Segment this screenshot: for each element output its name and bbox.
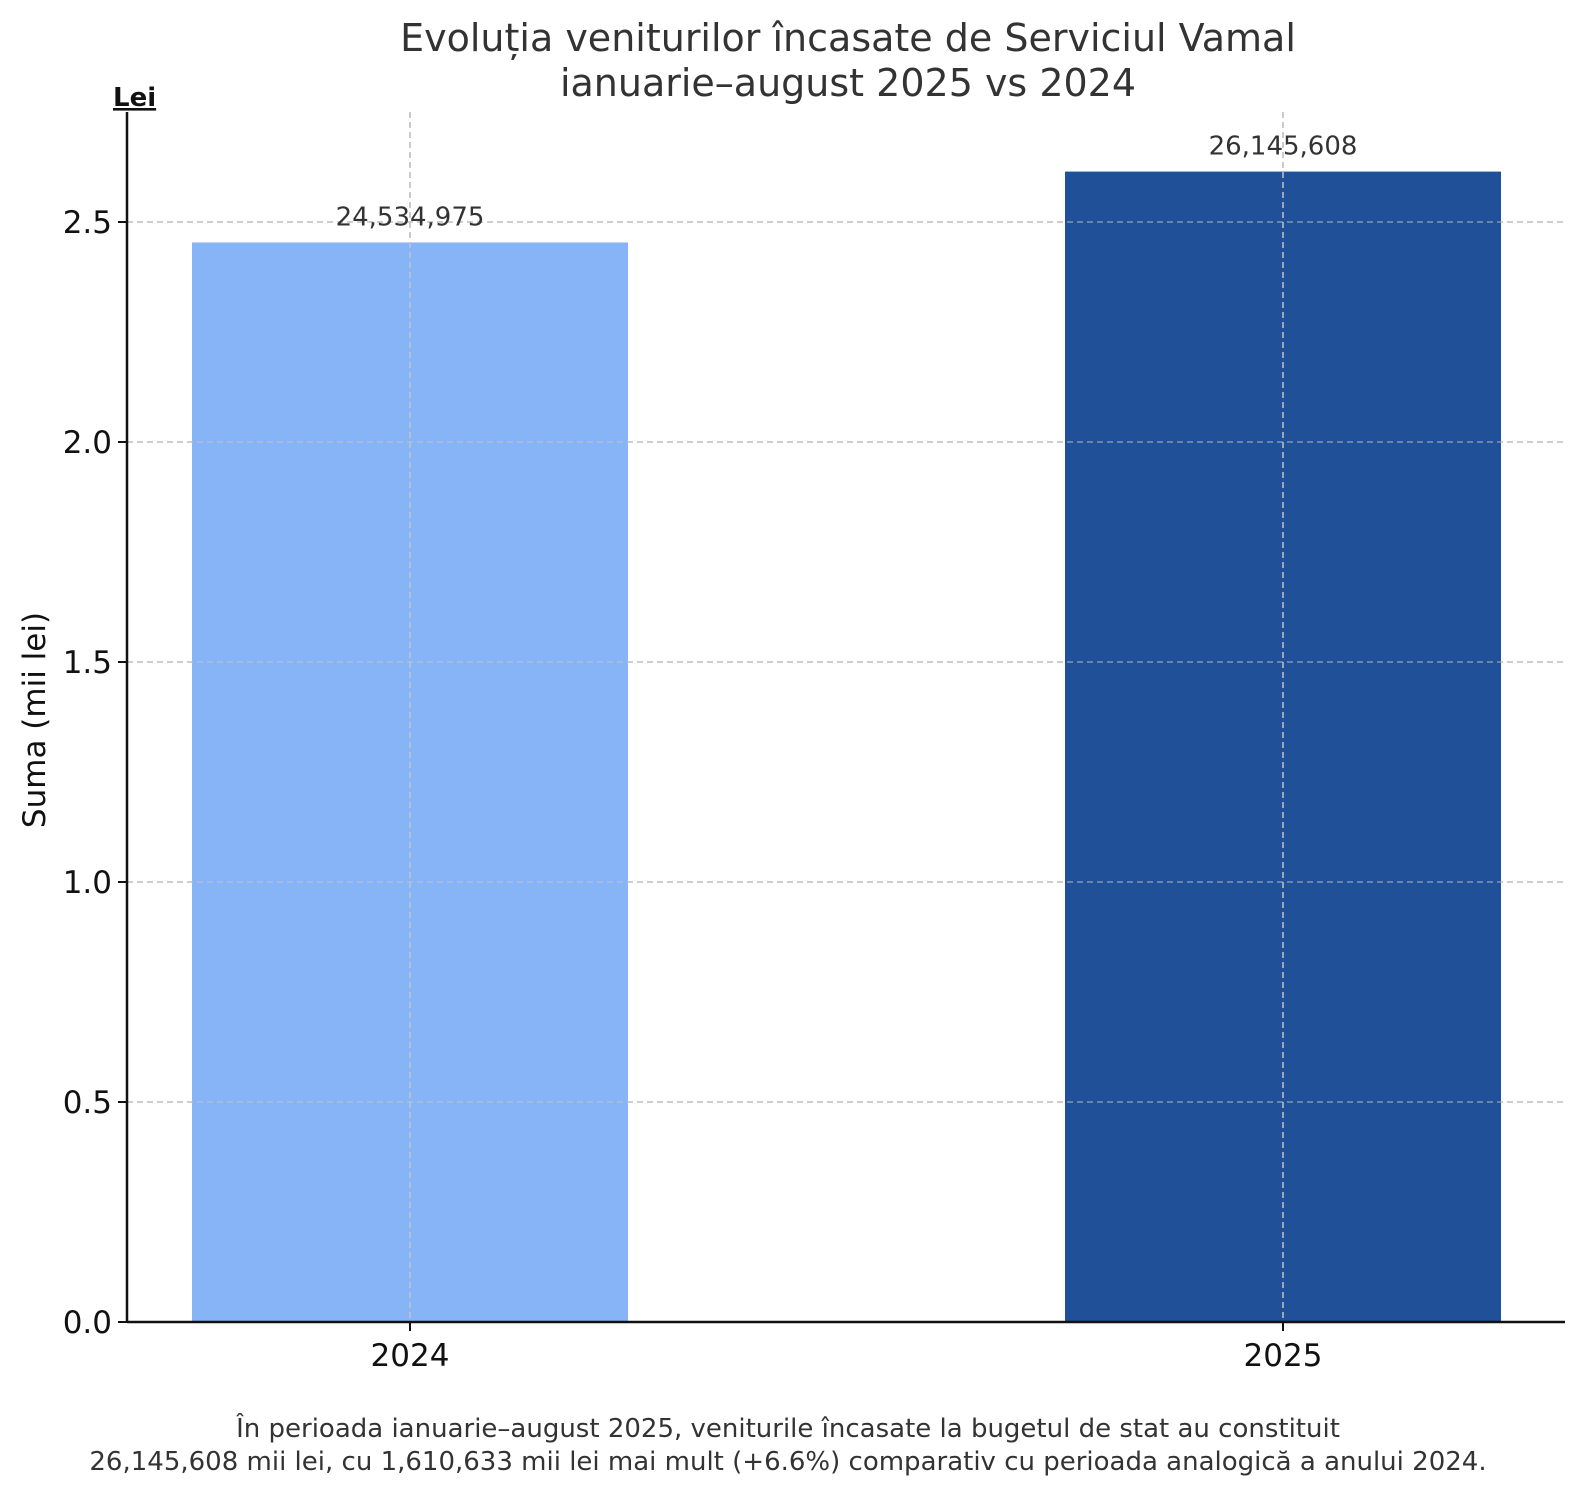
y-ticks: 0.0 0.5 1.0 1.5 2.0 2.5: [63, 205, 127, 1341]
y-tick-label: 2.0: [63, 425, 112, 461]
x-ticks: 2024 2025: [371, 1322, 1323, 1374]
x-tick-label: 2024: [371, 1338, 450, 1374]
chart-title-line-2: ianuarie–august 2025 vs 2024: [560, 61, 1136, 105]
data-label: 26,145,608: [1209, 132, 1358, 162]
y-tick-label: 1.0: [63, 865, 112, 901]
data-labels: 24,534,975 26,145,608: [336, 132, 1358, 233]
footnote-line-1: În perioada ianuarie–august 2025, venitu…: [235, 1412, 1340, 1444]
y-axis-label: Suma (mii lei): [17, 612, 53, 828]
bars: [127, 112, 1565, 1323]
x-tick-label: 2025: [1244, 1338, 1323, 1374]
y-tick-label: 1.5: [63, 645, 112, 681]
axes: [125, 112, 1565, 1324]
unit-label: Lei: [113, 83, 156, 113]
y-tick-label: 2.5: [63, 205, 112, 241]
data-label: 24,534,975: [336, 202, 485, 232]
chart-title-line-1: Evoluția veniturilor încasate de Servici…: [400, 16, 1296, 60]
y-tick-label: 0.5: [63, 1085, 112, 1121]
footnote-line-2: 26,145,608 mii lei, cu 1,610,633 mii lei…: [89, 1447, 1486, 1477]
y-tick-label: 0.0: [63, 1305, 112, 1341]
